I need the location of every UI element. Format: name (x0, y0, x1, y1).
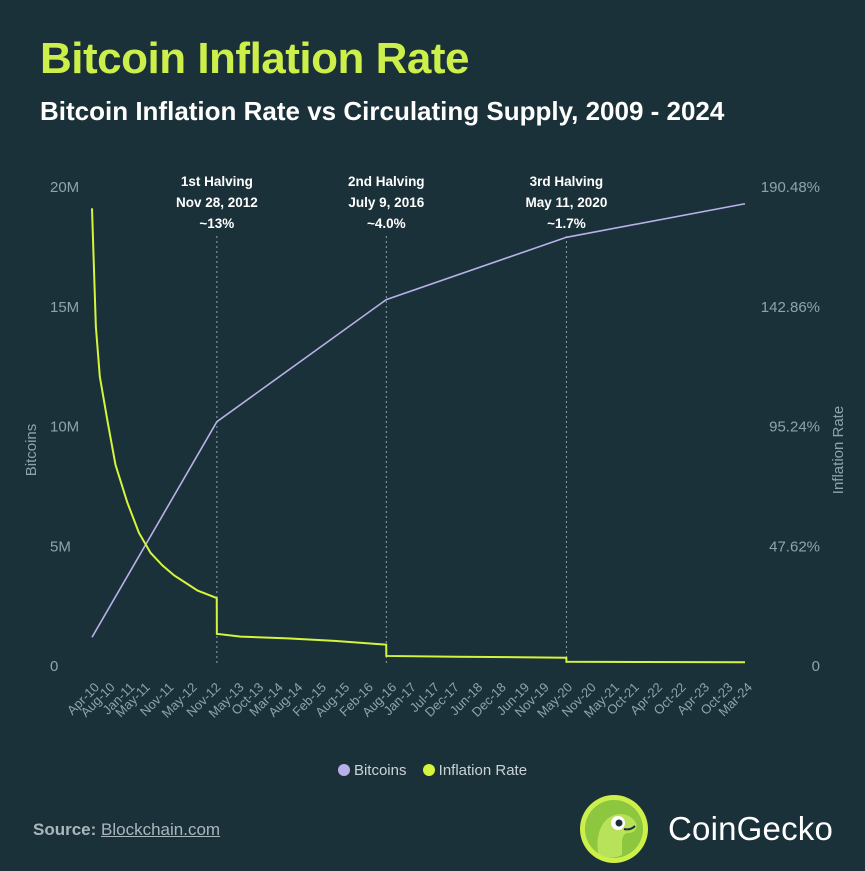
y-right-tick-label: 142.86% (761, 299, 820, 316)
y-right-tick-label: 47.62% (769, 538, 820, 555)
halving-annotation-text: ~4.0% (367, 216, 406, 231)
brand-name: CoinGecko (668, 810, 834, 847)
legend: Bitcoins Inflation Rate (0, 762, 865, 779)
legend-label-bitcoins: Bitcoins (353, 762, 407, 779)
series-layer (91, 202, 746, 664)
y-left-tick-label: 15M (50, 299, 79, 316)
halving-annotation-text: 3rd Halving (530, 174, 604, 189)
legend-dot-bitcoins (337, 764, 350, 776)
y-right-axis-label: Inflation Rate (830, 406, 847, 494)
x-axis: Apr-10Aug-10Jan-11May-11Nov-11May-12Nov-… (64, 680, 755, 721)
series-line-inflation-rate (91, 208, 746, 664)
y-left-tick-label: 5M (50, 538, 71, 555)
legend-item-bitcoins[interactable]: Bitcoins (337, 762, 407, 779)
y-right-axis: 190.48% 142.86% 95.24% 47.62% 0 (761, 179, 820, 675)
coingecko-logo[interactable]: CoinGecko (578, 793, 833, 865)
halving-annotation-text: 2nd Halving (348, 174, 425, 189)
y-left-tick-label: 20M (50, 179, 79, 196)
y-left-tick-label: 10M (50, 419, 79, 436)
y-right-tick-label: 95.24% (769, 419, 820, 436)
chart-title: Bitcoin Inflation Rate (40, 34, 470, 83)
source-link[interactable]: Blockchain.com (101, 820, 221, 839)
y-right-tick-label: 0 (812, 658, 820, 675)
chart-subtitle: Bitcoin Inflation Rate vs Circulating Su… (40, 96, 725, 126)
halving-annotation-text: ~13% (199, 216, 234, 231)
halving-annotation-text: Nov 28, 2012 (176, 195, 258, 210)
halving-annotation-text: May 11, 2020 (526, 195, 608, 210)
y-left-axis-label: Bitcoins (23, 424, 40, 477)
source-note: Source: Blockchain.com (33, 820, 220, 840)
source-label: Source: (33, 820, 97, 839)
series-line-bitcoins (91, 202, 746, 638)
legend-item-inflation-rate[interactable]: Inflation Rate (422, 762, 528, 779)
halving-annotation-text: ~1.7% (547, 216, 586, 231)
legend-label-inflation-rate: Inflation Rate (438, 762, 528, 779)
gecko-icon (580, 795, 648, 863)
halving-guides: 1st Halving Nov 28, 2012 ~13% 2nd Halving Ju… (176, 174, 607, 666)
chart-canvas: 20M 15M 10M 5M 0 190.48% 142.86% 95.24% 47.62% 0… (23, 174, 847, 721)
halving-annotation-text: 1st Halving (181, 174, 253, 189)
y-left-axis: 20M 15M 10M 5M 0 (50, 179, 79, 675)
legend-dot-inflation-rate (422, 764, 435, 776)
y-left-tick-label: 0 (50, 658, 58, 675)
halving-annotation-text: July 9, 2016 (348, 195, 424, 210)
y-right-tick-label: 190.48% (761, 179, 820, 196)
